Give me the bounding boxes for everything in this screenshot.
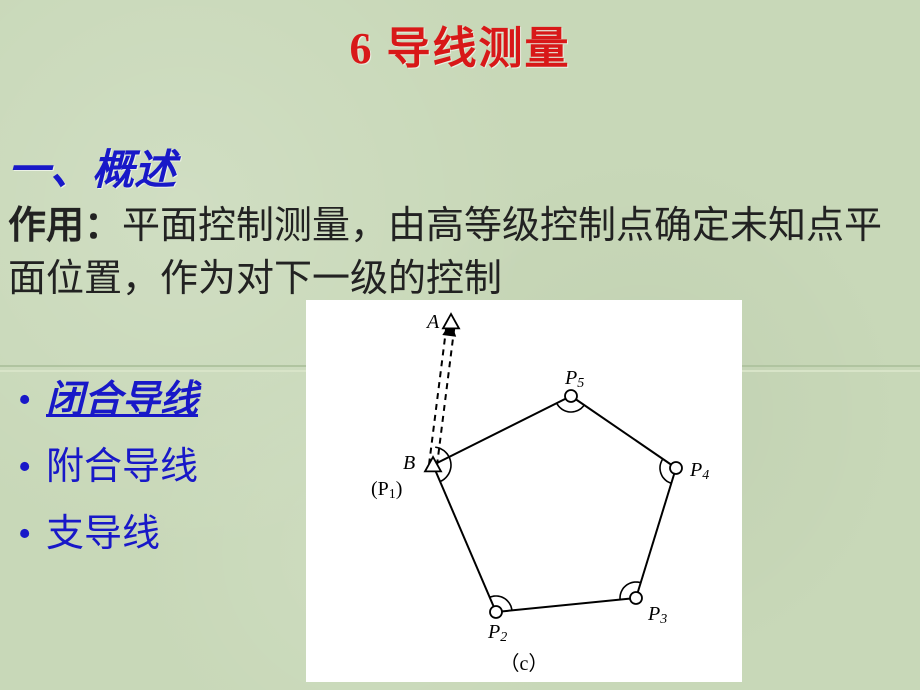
svg-text:P2: P2 [487, 621, 507, 645]
bullet-marker: • [18, 378, 46, 422]
list-item-label: 附合导线 [46, 435, 198, 490]
svg-text:P3: P3 [647, 603, 667, 627]
bullet-marker: • [18, 445, 46, 489]
bullet-list: • 闭合导线•附合导线•支导线 [18, 368, 198, 569]
traverse-diagram: A B(P1) P5 P4 P3 P2 （c） [306, 300, 742, 682]
svg-text:B: B [403, 452, 415, 474]
svg-text:（c）: （c） [500, 652, 549, 675]
svg-text:P4: P4 [689, 459, 709, 483]
bullet-marker: • [18, 512, 46, 556]
svg-text:(P1): (P1) [371, 478, 402, 502]
body-text: 平面控制测量，由高等级控制点确定未知点平面位置，作为对下一级的控制 [8, 205, 882, 300]
page-title: 6 导线测量 [0, 0, 920, 76]
section-heading: 一、概述 [8, 136, 176, 197]
svg-text:A: A [425, 311, 440, 333]
body-label: 作用： [8, 205, 122, 247]
list-item: •支导线 [18, 502, 198, 557]
list-item: •附合导线 [18, 435, 198, 490]
list-item-label: 支导线 [46, 502, 160, 557]
list-item: • 闭合导线 [18, 368, 198, 423]
body-paragraph: 作用：平面控制测量，由高等级控制点确定未知点平面位置，作为对下一级的控制 [8, 200, 912, 306]
list-item-label: 闭合导线 [46, 368, 198, 423]
svg-text:P5: P5 [564, 367, 584, 391]
